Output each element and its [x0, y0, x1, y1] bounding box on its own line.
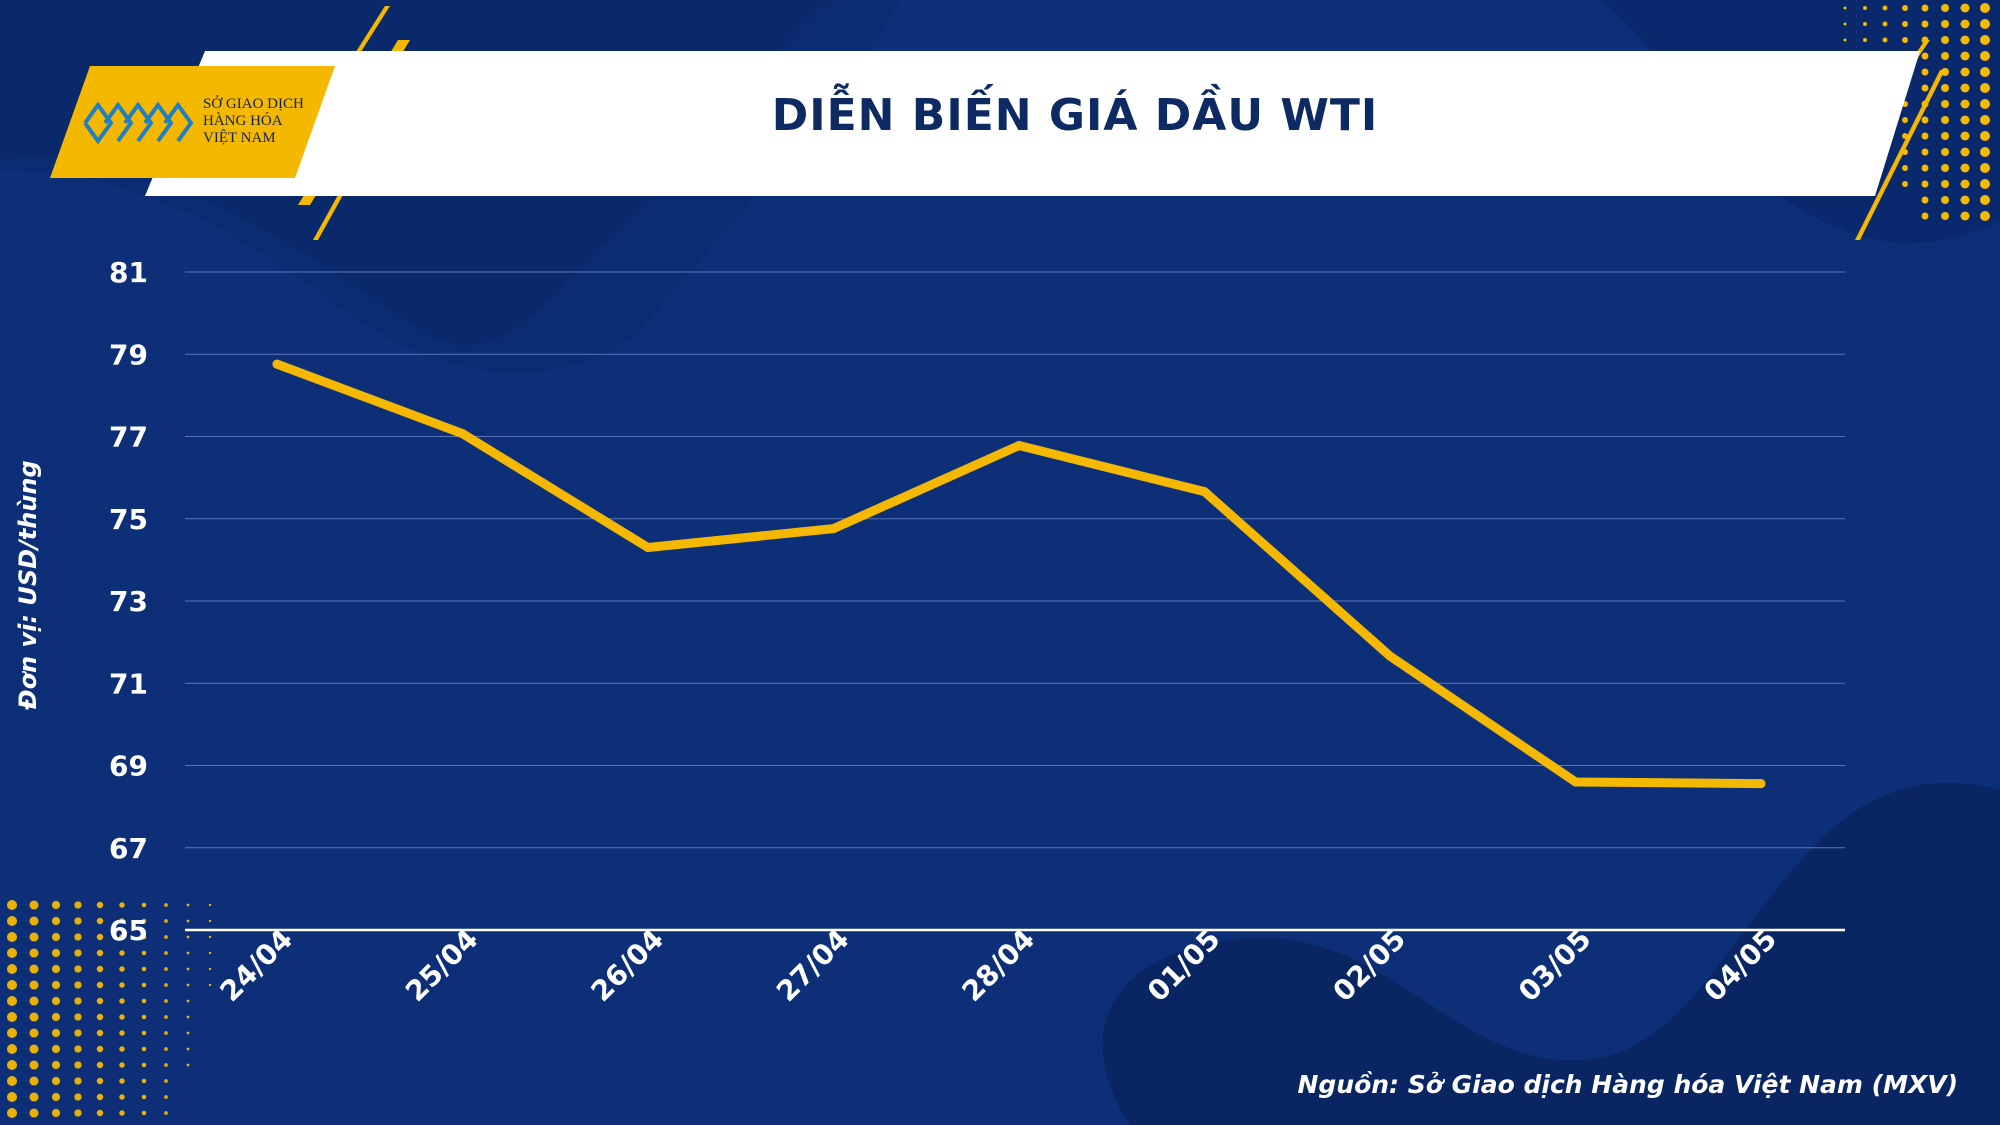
y-tick-label: 79 [109, 338, 148, 371]
x-tick-label: 27/04 [770, 922, 856, 1008]
y-axis-label: Đơn vị: USD/thùng [14, 460, 42, 710]
x-tick-label: 24/04 [213, 922, 299, 1008]
x-tick-label: 04/05 [1697, 922, 1783, 1008]
y-tick-label: 75 [109, 503, 148, 536]
x-tick-label: 02/05 [1326, 922, 1412, 1008]
y-tick-label: 65 [109, 914, 148, 947]
data-point [458, 429, 467, 439]
x-tick-label: 28/04 [955, 922, 1041, 1008]
y-tick-label: 67 [109, 832, 148, 865]
data-point [829, 524, 838, 534]
data-point [272, 359, 282, 369]
source-note: Nguồn: Sở Giao dịch Hàng hóa Việt Nam (M… [1297, 1070, 1958, 1099]
x-tick-label: 26/04 [584, 922, 670, 1008]
data-point [1200, 487, 1209, 497]
y-tick-label: 81 [109, 256, 148, 289]
y-tick-label: 71 [109, 667, 148, 700]
data-point [1014, 441, 1024, 451]
title-banner [145, 51, 1920, 196]
data-point [1571, 777, 1580, 787]
x-tick-label: 01/05 [1141, 922, 1227, 1008]
data-point [643, 543, 653, 553]
data-point [1756, 779, 1766, 789]
y-tick-label: 69 [109, 750, 148, 783]
x-tick-label: 25/04 [399, 922, 485, 1008]
mxv-logo-icon [83, 101, 194, 145]
data-point [1385, 651, 1395, 661]
series-line [272, 359, 1766, 789]
x-tick-label: 03/05 [1512, 922, 1598, 1008]
y-tick-label: 77 [109, 421, 148, 454]
logo-text: SỞ GIAO DỊCH HÀNG HÓA VIỆT NAM [203, 96, 304, 146]
y-tick-label: 73 [109, 585, 148, 618]
chart-title: DIỄN BIẾN GIÁ DẦU WTI [771, 90, 1379, 141]
